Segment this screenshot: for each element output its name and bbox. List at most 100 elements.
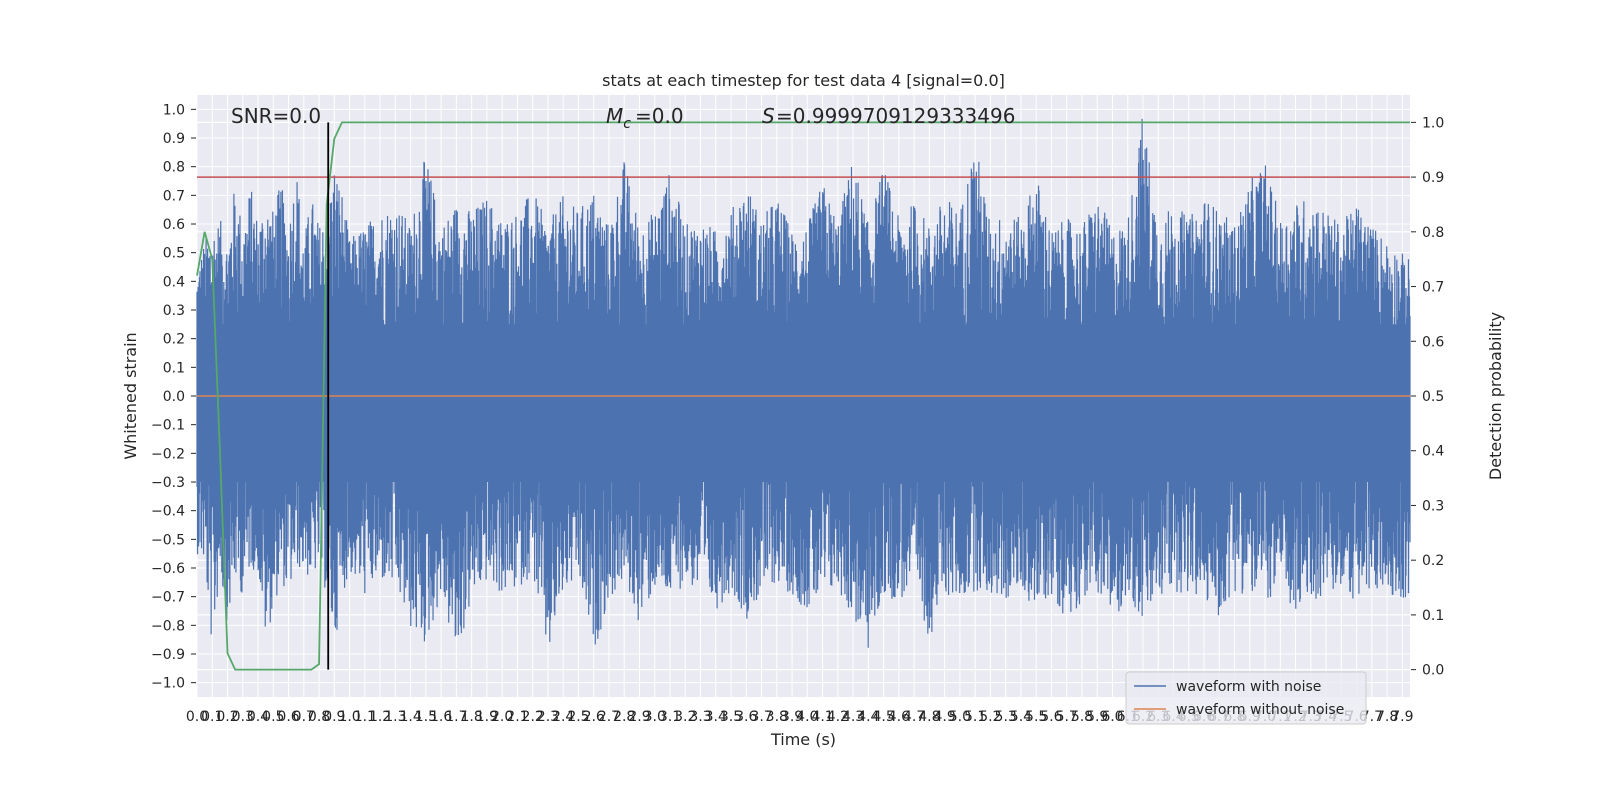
y-tick-label: −0.5 — [151, 532, 185, 548]
y-tick-label: 0.6 — [163, 217, 185, 233]
x-tick-label: 0.9 — [323, 709, 345, 725]
x-tick-label: 3.4 — [705, 709, 727, 725]
x-tick-label: 5.9 — [1086, 709, 1108, 725]
y-tick-label: −1.0 — [151, 676, 185, 692]
snr-annotation: SNR=0.0 — [231, 104, 321, 128]
y-tick-label: −0.6 — [151, 561, 185, 577]
x-tick-label: 2.8 — [613, 709, 635, 725]
x-tick-label: 2.5 — [567, 709, 589, 725]
x-tick-label: 1.0 — [338, 709, 360, 725]
x-tick-label: 1.3 — [384, 709, 406, 725]
x-tick-label: 5.7 — [1056, 709, 1078, 725]
x-axis-label: Time (s) — [770, 730, 836, 749]
y-right-tick-labels: 1.0 0.9 0.8 0.7 0.6 0.5 0.4 0.3 0.2 0.1 0.0 — [1411, 115, 1444, 679]
y-right-tick-label: 0.2 — [1422, 553, 1444, 569]
x-tick-label: 3.8 — [766, 709, 788, 725]
x-tick-label: 5.2 — [979, 709, 1001, 725]
x-tick-label: 0.3 — [232, 709, 254, 725]
x-tick-label: 4.7 — [903, 709, 925, 725]
y-tick-label: −0.9 — [151, 647, 185, 663]
x-tick-label: 3.1 — [659, 709, 681, 725]
y-tick-label: −0.3 — [151, 475, 185, 491]
s-value: =0.9999709129333496 — [776, 104, 1015, 128]
x-tick-label: 5.1 — [964, 709, 986, 725]
y-right-axis-label: Detection probability — [1486, 312, 1505, 480]
y-tick-label: −0.8 — [151, 618, 185, 634]
x-tick-label: 5.6 — [1040, 709, 1062, 725]
x-tick-label: 4.3 — [842, 709, 864, 725]
x-tick-label: 1.7 — [445, 709, 467, 725]
x-tick-label: 4.4 — [857, 709, 879, 725]
y-tick-labels: 1.0 0.9 0.8 0.7 0.6 0.5 0.4 0.3 0.2 0.1 0.0 −0.1 −0.… — [151, 102, 196, 692]
y-right-tick-label: 0.1 — [1422, 608, 1444, 624]
x-tick-label: 0.6 — [277, 709, 299, 725]
x-tick-label: 4.8 — [918, 709, 940, 725]
x-tick-label: 0.0 — [186, 709, 208, 725]
y-right-tick-label: 0.7 — [1422, 280, 1444, 296]
x-tick-label: 4.5 — [872, 709, 894, 725]
x-tick-label: 2.4 — [552, 709, 574, 725]
x-tick-label: 3.2 — [674, 709, 696, 725]
x-tick-label: 2.0 — [491, 709, 513, 725]
y-tick-label: −0.4 — [151, 504, 185, 520]
x-tick-label: 5.5 — [1025, 709, 1047, 725]
x-tick-label: 1.1 — [354, 709, 376, 725]
y-tick-label: 0.1 — [163, 360, 185, 376]
x-tick-label: 6.0 — [1101, 709, 1123, 725]
x-tick-label: 2.1 — [506, 709, 528, 725]
x-tick-label: 1.4 — [399, 709, 421, 725]
x-tick-label: 1.6 — [430, 709, 452, 725]
y-tick-label: −0.1 — [151, 418, 185, 434]
legend-label-waveform-without-noise: waveform without noise — [1176, 702, 1344, 718]
y-tick-label: 0.8 — [163, 160, 185, 176]
legend-box — [1125, 671, 1367, 725]
x-tick-label: 0.7 — [293, 709, 315, 725]
mc-value: =0.0 — [635, 104, 684, 128]
y-tick-label: 0.4 — [163, 274, 185, 290]
x-tick-label: 1.2 — [369, 709, 391, 725]
x-tick-label: 1.9 — [476, 709, 498, 725]
x-tick-label: 1.8 — [461, 709, 483, 725]
x-tick-label: 3.7 — [750, 709, 772, 725]
y-tick-label: 0.0 — [163, 389, 185, 405]
y-tick-label: −0.2 — [151, 446, 185, 462]
x-tick-label: 0.8 — [308, 709, 330, 725]
x-tick-label: 0.4 — [247, 709, 269, 725]
y-tick-label: 0.3 — [163, 303, 185, 319]
y-right-tick-label: 0.6 — [1422, 334, 1444, 350]
y-right-tick-label: 1.0 — [1422, 115, 1444, 131]
x-tick-label: 2.7 — [598, 709, 620, 725]
y-tick-label: 1.0 — [163, 102, 185, 118]
x-tick-label: 2.2 — [522, 709, 544, 725]
x-tick-label: 3.9 — [781, 709, 803, 725]
x-tick-label: 7.9 — [1391, 709, 1413, 725]
x-tick-label: 2.6 — [583, 709, 605, 725]
series-detection-probability — [196, 121, 1410, 671]
y-tick-label: 0.2 — [163, 332, 185, 348]
x-tick-label: 4.1 — [811, 709, 833, 725]
y-right-tick-label: 0.9 — [1422, 170, 1444, 186]
y-axis-label: Whitened strain — [121, 332, 140, 459]
y-tick-label: 0.9 — [163, 131, 185, 147]
legend: waveform with noise waveform without noi… — [1125, 671, 1367, 725]
x-tick-label: 0.5 — [262, 709, 284, 725]
x-tick-label: 4.0 — [796, 709, 818, 725]
s-annotation: S =0.9999709129333496 — [762, 104, 1015, 128]
x-tick-label: 3.6 — [735, 709, 757, 725]
x-tick-label: 4.9 — [934, 709, 956, 725]
y-right-tick-label: 0.5 — [1422, 389, 1444, 405]
x-tick-label: 0.1 — [201, 709, 223, 725]
y-right-tick-label: 0.0 — [1422, 663, 1444, 679]
x-tick-label: 5.0 — [949, 709, 971, 725]
y-tick-label: −0.7 — [151, 590, 185, 606]
waveform-with-noise-core — [197, 324, 1410, 482]
s-symbol: S — [762, 104, 775, 128]
x-tick-label: 4.2 — [827, 709, 849, 725]
legend-label-waveform-with-noise: waveform with noise — [1176, 679, 1321, 695]
x-tick-label: 5.3 — [995, 709, 1017, 725]
y-tick-label: 0.7 — [163, 188, 185, 204]
x-tick-label: 4.6 — [888, 709, 910, 725]
y-right-tick-label: 0.8 — [1422, 225, 1444, 241]
x-tick-label: 7.8 — [1376, 709, 1398, 725]
